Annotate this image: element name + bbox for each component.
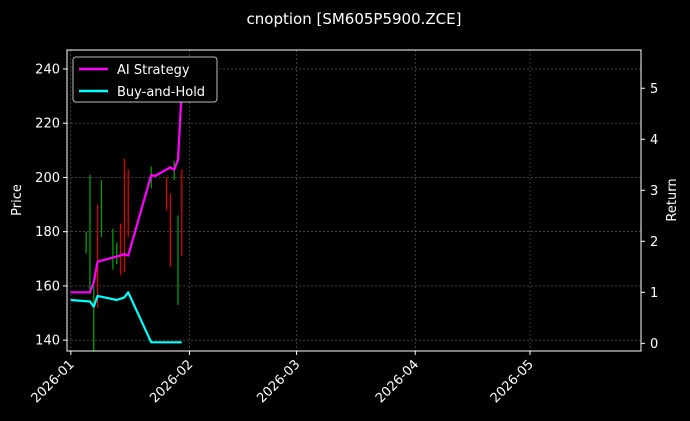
y-right-tick-label: 1 xyxy=(650,286,658,301)
return-lines xyxy=(70,88,183,344)
y-left-tick-label: 180 xyxy=(35,225,60,240)
y-left-tick-label: 240 xyxy=(35,62,60,77)
y-left-tick-label: 200 xyxy=(35,171,60,186)
legend-box xyxy=(72,56,218,103)
y-right-tick-label: 0 xyxy=(650,337,658,352)
y-right-tick-label: 5 xyxy=(650,82,658,97)
y-left-tick-label: 220 xyxy=(35,117,60,132)
y-right-tick-label: 3 xyxy=(650,184,658,199)
y-left-tick-label: 140 xyxy=(35,334,60,349)
y-right-tick-label: 4 xyxy=(650,133,658,148)
y-right-tick-label: 2 xyxy=(650,235,658,250)
y-left-tick-label: 160 xyxy=(35,279,60,294)
plot-border xyxy=(66,49,642,352)
buy-and-hold-line xyxy=(70,291,182,344)
y-axis-left-label: Price xyxy=(10,184,25,216)
legend: AI Strategy Buy-and-Hold xyxy=(72,56,218,103)
y-axis-right-label: Return xyxy=(665,178,680,221)
chart-title: cnoption [SM605P5900.ZCE] xyxy=(247,10,462,28)
ai-strategy-line xyxy=(70,88,183,294)
price-candles xyxy=(85,158,183,351)
legend-buy-and-hold-label: Buy-and-Hold xyxy=(117,85,205,100)
legend-ai-strategy-label: AI Strategy xyxy=(117,63,190,78)
